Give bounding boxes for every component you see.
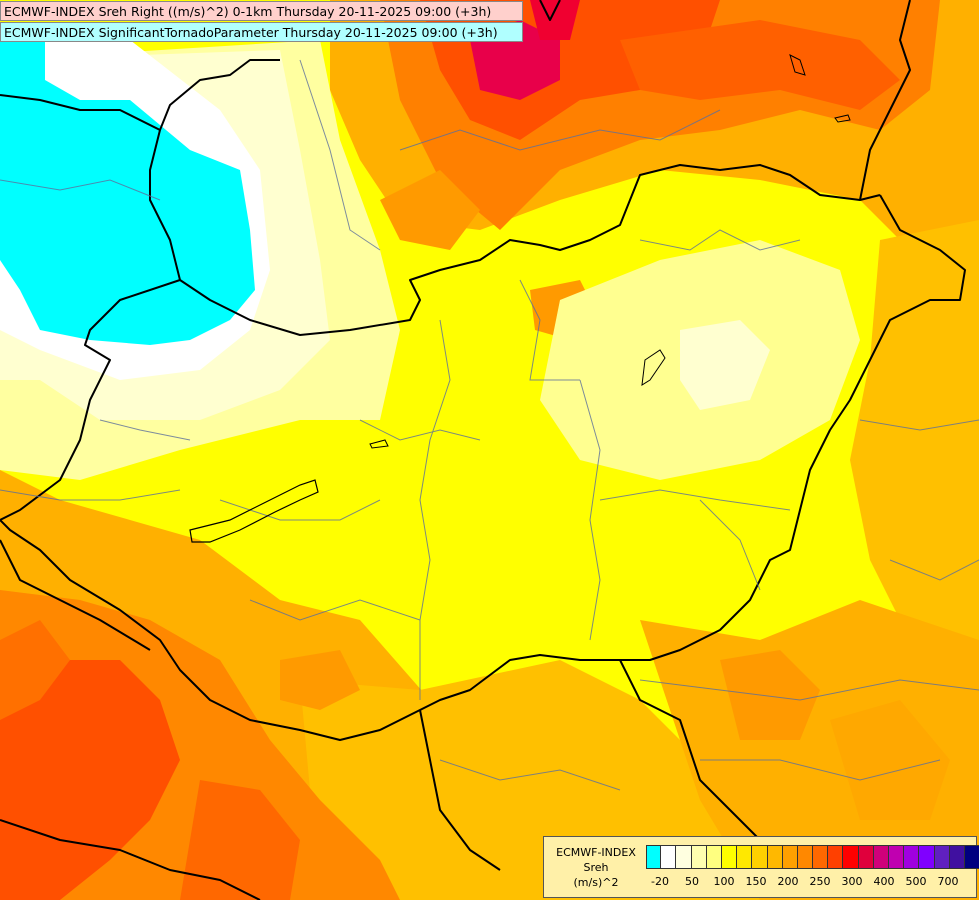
field-red-ne [620, 20, 900, 110]
border-south-2 [619, 659, 761, 841]
line-16 [439, 759, 621, 791]
border-west-at [0, 279, 181, 521]
legend-swatch [767, 846, 783, 868]
field-orange-patch-2 [720, 650, 820, 740]
field-orange-patch-5 [380, 170, 480, 250]
line-18 [859, 419, 979, 431]
legend-swatch [889, 846, 905, 868]
legend-swatch [646, 846, 662, 868]
line-13 [399, 109, 721, 151]
border-north [0, 94, 881, 336]
line-7 [699, 499, 761, 591]
color-legend: ECMWF-INDEX Sreh (m/s)^2 -20 50 100 150 200 2… [543, 836, 979, 898]
legend-swatch [661, 846, 677, 868]
legend-title-line1: ECMWF-INDEX [556, 846, 636, 859]
lake-small-1 [369, 439, 389, 449]
line-19 [889, 559, 979, 581]
legend-tick-label: 50 [685, 875, 699, 888]
lake-small-4 [834, 114, 851, 123]
legend-title-line3: (m/s)^2 [573, 876, 619, 889]
legend-tick-label: 200 [777, 875, 799, 888]
line-17 [0, 489, 181, 501]
legend-swatch [737, 846, 753, 868]
legend-swatch [813, 846, 829, 868]
line-3 [359, 419, 481, 441]
legend-tick-label: -20 [651, 875, 669, 888]
line-4 [599, 489, 791, 511]
legend-title: ECMWF-INDEX Sreh (m/s)^2 [548, 845, 644, 890]
line-12 [299, 59, 381, 251]
legend-title-line2: Sreh [583, 861, 609, 874]
legend-swatch [843, 846, 859, 868]
regional-lines [0, 59, 979, 791]
legend-swatch [706, 846, 722, 868]
legend-tick-label: 150 [745, 875, 767, 888]
legend-tick-label: 400 [873, 875, 895, 888]
border-north-hook [159, 59, 280, 131]
legend-swatch [873, 846, 889, 868]
line-10 [0, 179, 161, 201]
line-6 [639, 229, 801, 251]
lake-small-2 [641, 349, 666, 386]
legend-tick-label: 250 [809, 875, 831, 888]
border-south-lower [0, 819, 261, 900]
field-orange-east [850, 220, 979, 700]
line-5 [519, 279, 580, 381]
legend-swatch [858, 846, 874, 868]
legend-color-bar [646, 845, 979, 869]
field-white-top [40, 40, 120, 95]
legend-tick-label: 300 [841, 875, 863, 888]
field-red-sw2 [180, 780, 300, 900]
legend-swatch [721, 846, 738, 868]
legend-tick-label: 700 [937, 875, 959, 888]
legend-swatch [752, 846, 768, 868]
border-left [0, 539, 151, 651]
border-sk-top [539, 0, 561, 21]
border-south [0, 519, 620, 741]
border-ne-up [859, 0, 911, 201]
legend-swatch [934, 846, 950, 868]
field-cyan [0, 40, 255, 345]
border-sw [419, 709, 501, 871]
field-orange-patch-1 [280, 650, 360, 710]
lake-small-3 [789, 54, 806, 76]
line-2 [579, 379, 601, 641]
field-red-west [0, 620, 70, 720]
legend-swatch [949, 846, 965, 868]
title-sreh: ECMWF-INDEX Sreh Right ((m/s)^2) 0-1km T… [0, 1, 523, 21]
line-11 [99, 419, 191, 441]
legend-swatch [904, 846, 920, 868]
legend-swatch [676, 846, 692, 868]
legend-swatch [964, 846, 979, 868]
title-stp: ECMWF-INDEX SignificantTornadoParameter … [0, 22, 523, 42]
legend-swatch [691, 846, 707, 868]
legend-tick-label: 500 [905, 875, 927, 888]
field-crimson-north2 [530, 0, 580, 40]
line-9 [249, 599, 421, 621]
legend-swatch [919, 846, 935, 868]
border-east [620, 194, 966, 661]
field-cream-center [680, 320, 770, 410]
line-15 [700, 759, 941, 781]
legend-tick-label: 100 [713, 875, 735, 888]
lake-balaton [189, 479, 319, 543]
legend-swatch [782, 846, 798, 868]
field-orange-patch-3 [830, 700, 950, 820]
legend-swatch [797, 846, 814, 868]
legend-swatch [828, 846, 844, 868]
line-14 [639, 679, 979, 701]
